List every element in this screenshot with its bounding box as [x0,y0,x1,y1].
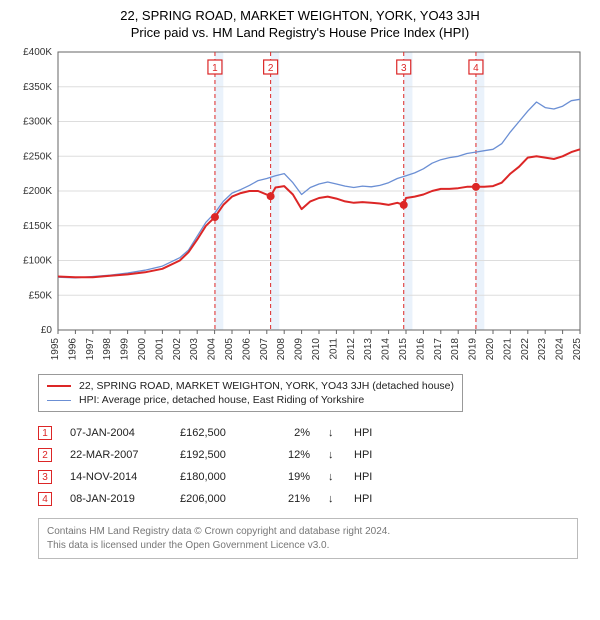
svg-text:£300K: £300K [23,117,52,128]
svg-text:£50K: £50K [29,290,53,301]
svg-text:2014: 2014 [381,338,392,361]
svg-text:2012: 2012 [346,338,357,361]
svg-text:2021: 2021 [502,338,513,361]
transaction-pct: 12% [270,449,310,461]
svg-text:2024: 2024 [555,338,566,361]
transaction-marker: 4 [38,492,52,506]
transaction-indicator: HPI [354,449,376,461]
svg-text:4: 4 [473,63,479,74]
price-chart: £0 £50K £100K £150K £200K £250K £300K £350K £400… [10,46,590,366]
svg-text:2010: 2010 [311,338,322,361]
svg-text:1998: 1998 [102,338,113,361]
legend-swatch [47,400,71,401]
transaction-row: 3 14-NOV-2014 £180,000 19% ↓ HPI [38,466,586,488]
legend-label: HPI: Average price, detached house, East… [79,394,364,406]
svg-text:1996: 1996 [67,338,78,361]
svg-text:£400K: £400K [23,47,52,58]
chart-title-sub: Price paid vs. HM Land Registry's House … [10,25,590,40]
transaction-row: 4 08-JAN-2019 £206,000 21% ↓ HPI [38,488,586,510]
transaction-price: £206,000 [180,493,252,505]
svg-text:2002: 2002 [172,338,183,361]
transaction-indicator: HPI [354,471,376,483]
svg-text:2003: 2003 [189,338,200,361]
transaction-price: £162,500 [180,427,252,439]
transaction-price: £180,000 [180,471,252,483]
legend-row: 22, SPRING ROAD, MARKET WEIGHTON, YORK, … [47,379,454,393]
svg-text:2007: 2007 [259,338,270,361]
svg-text:2000: 2000 [137,338,148,361]
transaction-row: 2 22-MAR-2007 £192,500 12% ↓ HPI [38,444,586,466]
svg-text:2019: 2019 [468,338,479,361]
svg-text:2022: 2022 [520,338,531,361]
transaction-date: 22-MAR-2007 [70,449,162,461]
svg-text:2006: 2006 [241,338,252,361]
svg-text:2020: 2020 [485,338,496,361]
svg-text:£350K: £350K [23,82,52,93]
svg-text:2009: 2009 [294,338,305,361]
transaction-indicator: HPI [354,427,376,439]
transaction-pct: 2% [270,427,310,439]
legend: 22, SPRING ROAD, MARKET WEIGHTON, YORK, … [38,374,463,412]
transaction-date: 14-NOV-2014 [70,471,162,483]
svg-text:2023: 2023 [537,338,548,361]
license-footer: Contains HM Land Registry data © Crown c… [38,518,578,559]
svg-text:2005: 2005 [224,338,235,361]
svg-text:1: 1 [212,63,218,74]
svg-text:3: 3 [401,63,407,74]
svg-text:£250K: £250K [23,151,52,162]
transaction-row: 1 07-JAN-2004 £162,500 2% ↓ HPI [38,422,586,444]
svg-text:2001: 2001 [154,338,165,361]
svg-text:2018: 2018 [450,338,461,361]
transaction-marker: 2 [38,448,52,462]
svg-text:2017: 2017 [433,338,444,361]
down-arrow-icon: ↓ [328,449,336,461]
svg-text:2011: 2011 [328,338,339,360]
svg-text:2016: 2016 [415,338,426,361]
legend-swatch [47,385,71,387]
footer-line-2: This data is licensed under the Open Gov… [47,539,569,553]
transaction-pct: 21% [270,493,310,505]
legend-label: 22, SPRING ROAD, MARKET WEIGHTON, YORK, … [79,380,454,392]
transaction-marker: 3 [38,470,52,484]
svg-text:2025: 2025 [572,338,583,361]
down-arrow-icon: ↓ [328,493,336,505]
svg-text:2008: 2008 [276,338,287,361]
svg-text:£0: £0 [41,325,53,336]
legend-row: HPI: Average price, detached house, East… [47,393,454,407]
svg-text:1995: 1995 [50,338,61,361]
svg-text:£150K: £150K [23,221,52,232]
down-arrow-icon: ↓ [328,427,336,439]
svg-text:1999: 1999 [120,338,131,361]
svg-text:£100K: £100K [23,256,52,267]
svg-text:2: 2 [268,63,274,74]
transaction-price: £192,500 [180,449,252,461]
chart-title-address: 22, SPRING ROAD, MARKET WEIGHTON, YORK, … [10,8,590,23]
svg-text:2013: 2013 [363,338,374,361]
transaction-pct: 19% [270,471,310,483]
transactions-table: 1 07-JAN-2004 £162,500 2% ↓ HPI 2 22-MAR-2007 £1… [38,422,586,510]
svg-text:1997: 1997 [85,338,96,361]
svg-text:2015: 2015 [398,338,409,361]
svg-text:2004: 2004 [207,338,218,361]
footer-line-1: Contains HM Land Registry data © Crown c… [47,525,569,539]
transaction-date: 07-JAN-2004 [70,427,162,439]
svg-text:£200K: £200K [23,186,52,197]
down-arrow-icon: ↓ [328,471,336,483]
transaction-indicator: HPI [354,493,376,505]
transaction-marker: 1 [38,426,52,440]
transaction-date: 08-JAN-2019 [70,493,162,505]
